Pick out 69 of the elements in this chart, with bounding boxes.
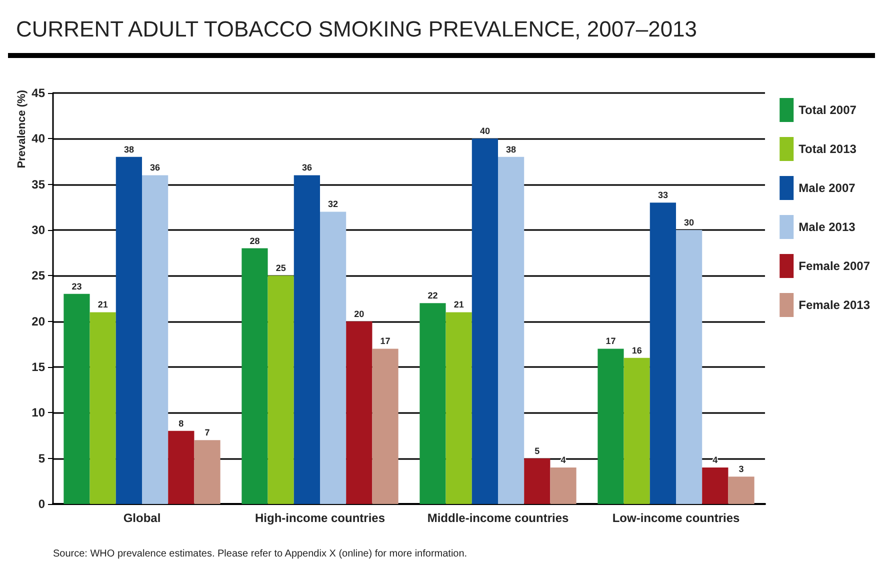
bar	[420, 303, 446, 504]
x-tick-label: Global	[123, 511, 161, 525]
data-label: 38	[506, 144, 516, 154]
data-label: 16	[632, 345, 642, 356]
y-tick-label: 20	[32, 314, 46, 328]
x-tick-label: Low-income countries	[612, 511, 740, 525]
data-label: 33	[658, 190, 668, 200]
data-label: 36	[150, 162, 160, 173]
bar	[242, 248, 268, 504]
bar	[142, 175, 168, 504]
legend-label: Male 2007	[798, 181, 856, 195]
bar	[472, 138, 498, 504]
bar	[550, 467, 576, 504]
bar	[90, 312, 116, 504]
bar	[64, 294, 90, 504]
bar	[294, 175, 320, 504]
data-label: 17	[380, 336, 390, 346]
data-label: 22	[428, 290, 438, 301]
bar	[168, 430, 194, 504]
bar	[268, 276, 294, 504]
legend-label: Total 2013	[798, 142, 857, 156]
y-tick-label: 30	[32, 223, 46, 237]
x-tick-label: Middle-income countries	[427, 511, 569, 525]
bar	[598, 348, 624, 504]
y-tick-label: 45	[32, 86, 46, 100]
data-label: 30	[684, 218, 694, 228]
data-label: 36	[302, 162, 312, 173]
legend-label: Male 2013	[798, 220, 856, 234]
bar	[446, 312, 472, 504]
bar	[498, 156, 524, 504]
data-label: 38	[124, 144, 134, 154]
data-label: 23	[72, 281, 82, 292]
data-label: 17	[606, 336, 616, 346]
source-note: Source: WHO prevalence estimates. Please refer to Appendix X (online) for more information.	[53, 548, 468, 560]
chart-title: CURRENT ADULT TOBACCO SMOKING PREVALENCE, 2007–2013	[16, 16, 698, 42]
y-tick-label: 25	[32, 268, 46, 283]
data-label: 3	[738, 464, 744, 474]
legend-label: Female 2013	[798, 298, 870, 312]
x-tick-label: High-income countries	[254, 511, 386, 525]
bar	[624, 358, 650, 504]
y-tick-label: 35	[32, 177, 46, 192]
bar	[524, 458, 550, 504]
y-tick-label: 0	[38, 497, 46, 511]
y-tick-label: 10	[32, 406, 46, 420]
y-tick-label: 15	[32, 360, 46, 374]
data-label: 21	[454, 300, 464, 310]
bar	[702, 467, 728, 504]
bar	[650, 202, 676, 504]
data-label: 7	[204, 428, 210, 438]
data-label: 5	[534, 446, 540, 456]
bar	[676, 230, 702, 504]
data-label: 21	[98, 300, 108, 310]
data-label: 32	[328, 199, 338, 210]
data-label: 28	[250, 236, 260, 246]
bar	[346, 321, 372, 504]
legend-label: Total 2007	[798, 103, 857, 117]
bar	[728, 476, 754, 504]
y-axis-title: Prevalence (%)	[16, 90, 28, 168]
bar	[320, 212, 346, 504]
y-tick-label: 5	[38, 451, 46, 466]
data-label: 20	[354, 308, 364, 319]
data-label: 40	[480, 126, 490, 136]
data-label: 8	[178, 418, 184, 428]
legend-label: Female 2007	[798, 259, 870, 273]
bar	[372, 348, 398, 504]
bar	[116, 156, 142, 504]
data-label: 25	[276, 263, 286, 274]
y-tick-label: 40	[32, 132, 46, 146]
bar	[194, 440, 220, 504]
